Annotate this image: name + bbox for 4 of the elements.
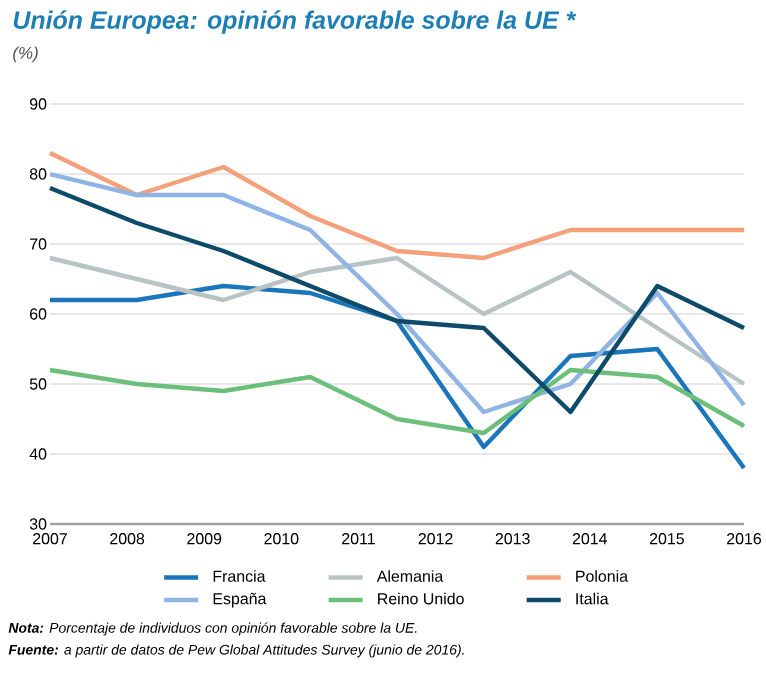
line-series	[47, 367, 747, 436]
y-axis-title: (%)	[13, 46, 38, 63]
line-series	[47, 283, 747, 471]
chart-title: Unión Europea: opinión favorable sobre la UE *	[13, 10, 577, 34]
